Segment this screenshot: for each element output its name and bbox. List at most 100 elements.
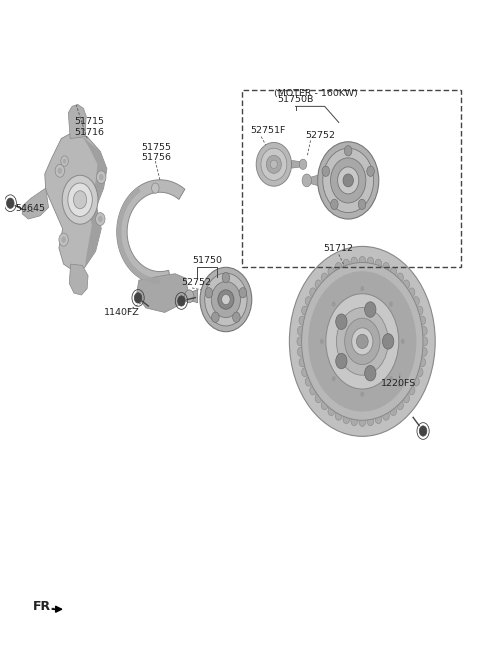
Circle shape <box>322 166 330 177</box>
Circle shape <box>233 312 240 323</box>
Circle shape <box>389 302 393 307</box>
Circle shape <box>403 280 409 289</box>
Text: FR.: FR. <box>33 600 56 613</box>
Text: 51715
51716: 51715 51716 <box>74 117 105 137</box>
Circle shape <box>367 257 374 266</box>
Polygon shape <box>83 137 107 267</box>
Circle shape <box>332 376 336 381</box>
Ellipse shape <box>331 158 366 203</box>
Circle shape <box>299 357 306 367</box>
Ellipse shape <box>352 328 373 355</box>
Text: 51750B: 51750B <box>277 95 314 104</box>
Circle shape <box>184 290 194 303</box>
Circle shape <box>365 365 376 381</box>
Circle shape <box>320 339 324 344</box>
Circle shape <box>397 401 403 410</box>
Circle shape <box>55 164 64 177</box>
Ellipse shape <box>261 148 287 181</box>
Circle shape <box>345 146 352 156</box>
Circle shape <box>383 411 389 420</box>
Ellipse shape <box>211 281 240 317</box>
Ellipse shape <box>323 148 373 213</box>
Ellipse shape <box>337 167 359 194</box>
Polygon shape <box>189 290 198 303</box>
Circle shape <box>59 233 68 246</box>
Circle shape <box>383 334 394 349</box>
Circle shape <box>134 293 142 303</box>
Circle shape <box>421 337 428 346</box>
Circle shape <box>310 386 316 395</box>
Circle shape <box>305 377 312 386</box>
Ellipse shape <box>270 160 277 168</box>
Text: 51750: 51750 <box>192 256 222 265</box>
Circle shape <box>7 198 14 208</box>
Circle shape <box>367 417 374 426</box>
Circle shape <box>212 312 219 323</box>
Text: (MOTER - 160KW): (MOTER - 160KW) <box>274 89 358 98</box>
Polygon shape <box>22 188 48 219</box>
Circle shape <box>301 368 308 376</box>
Text: 52752: 52752 <box>181 278 211 286</box>
Circle shape <box>98 216 103 222</box>
Circle shape <box>335 411 342 420</box>
Circle shape <box>321 273 328 282</box>
Circle shape <box>416 306 423 315</box>
Circle shape <box>343 415 349 424</box>
Polygon shape <box>69 264 88 295</box>
Circle shape <box>420 327 427 335</box>
Circle shape <box>331 199 338 210</box>
Circle shape <box>359 417 366 426</box>
Polygon shape <box>136 274 188 313</box>
Circle shape <box>315 280 322 289</box>
Circle shape <box>315 394 322 403</box>
Circle shape <box>299 159 307 170</box>
Circle shape <box>328 267 335 276</box>
Circle shape <box>335 263 342 271</box>
Circle shape <box>96 213 105 225</box>
Circle shape <box>365 302 376 317</box>
Circle shape <box>298 348 304 356</box>
Circle shape <box>310 288 316 297</box>
Circle shape <box>63 158 66 164</box>
Circle shape <box>343 259 349 268</box>
Polygon shape <box>68 104 86 139</box>
Circle shape <box>360 286 364 291</box>
Ellipse shape <box>308 271 416 411</box>
Circle shape <box>375 259 382 268</box>
Circle shape <box>359 256 366 265</box>
Circle shape <box>383 263 389 271</box>
Circle shape <box>61 237 66 243</box>
Polygon shape <box>308 175 318 185</box>
Circle shape <box>390 407 396 416</box>
Circle shape <box>403 394 409 403</box>
Circle shape <box>205 288 213 298</box>
Circle shape <box>62 175 98 224</box>
Circle shape <box>73 191 87 209</box>
Polygon shape <box>292 160 301 168</box>
Ellipse shape <box>222 294 230 305</box>
Circle shape <box>360 392 364 397</box>
Circle shape <box>351 257 358 266</box>
Bar <box>242 90 461 267</box>
Text: 52751F: 52751F <box>251 126 286 135</box>
Circle shape <box>152 183 159 193</box>
Circle shape <box>397 273 403 282</box>
Circle shape <box>367 166 374 177</box>
Ellipse shape <box>318 142 379 219</box>
Circle shape <box>413 296 420 306</box>
Circle shape <box>301 306 308 315</box>
Circle shape <box>178 296 185 306</box>
Polygon shape <box>136 274 188 313</box>
Circle shape <box>99 174 104 181</box>
Circle shape <box>375 415 382 424</box>
Circle shape <box>419 357 426 367</box>
Text: 54645: 54645 <box>15 204 45 213</box>
Circle shape <box>389 376 393 381</box>
Ellipse shape <box>256 143 291 186</box>
Circle shape <box>297 337 303 346</box>
Circle shape <box>390 267 396 276</box>
Circle shape <box>419 316 426 325</box>
Circle shape <box>408 288 415 297</box>
Ellipse shape <box>326 294 399 389</box>
Circle shape <box>305 296 312 306</box>
